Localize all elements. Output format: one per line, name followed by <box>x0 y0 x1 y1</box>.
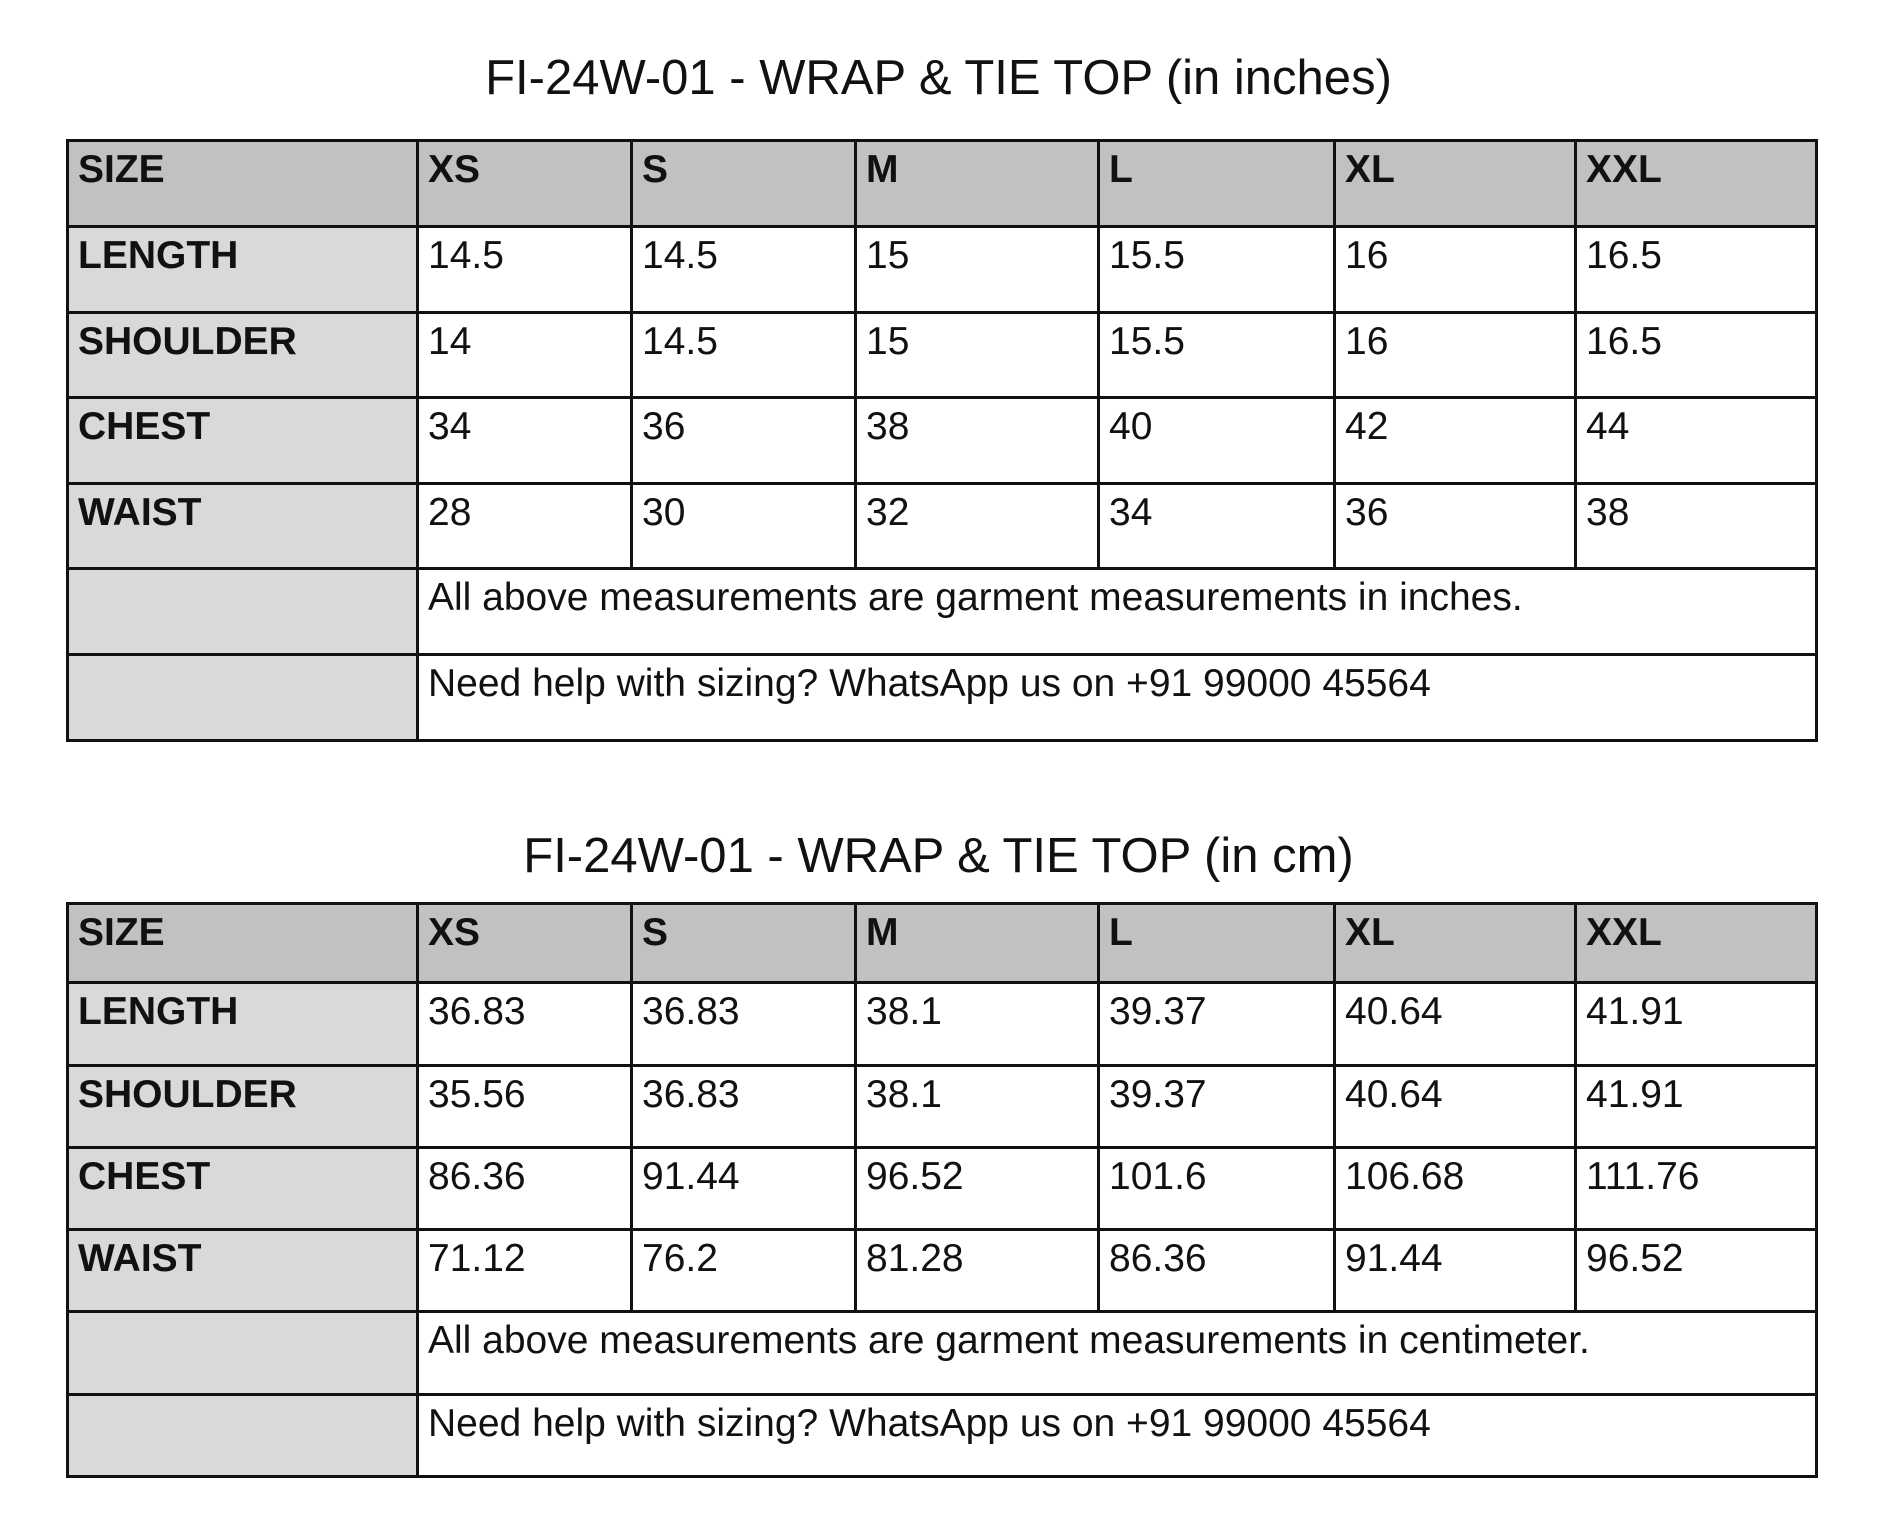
table-row: SHOULDER 14 14.5 15 15.5 16 16.5 <box>66 311 1818 399</box>
table-title-inches: FI-24W-01 - WRAP & TIE TOP (in inches) <box>485 51 1392 105</box>
value-cell: 41.91 <box>1574 981 1818 1067</box>
value-cell: 36 <box>1333 482 1577 570</box>
value-cell: 38.1 <box>854 981 1100 1067</box>
row-label: LENGTH <box>66 981 419 1067</box>
value-cell: 32 <box>854 482 1100 570</box>
value-cell: 30 <box>630 482 857 570</box>
value-cell: 91.44 <box>1333 1228 1577 1313</box>
row-label: SHOULDER <box>66 311 419 399</box>
value-cell: 86.36 <box>1097 1228 1336 1313</box>
value-cell: 44 <box>1574 396 1818 485</box>
header-cell: S <box>630 902 857 984</box>
value-cell: 14 <box>416 311 633 399</box>
row-label: CHEST <box>66 396 419 485</box>
row-label: LENGTH <box>66 225 419 314</box>
row-label: WAIST <box>66 482 419 570</box>
value-cell: 40.64 <box>1333 981 1577 1067</box>
value-cell: 42 <box>1333 396 1577 485</box>
value-cell: 15.5 <box>1097 311 1336 399</box>
value-cell: 15 <box>854 225 1100 314</box>
value-cell: 40 <box>1097 396 1336 485</box>
value-cell: 106.68 <box>1333 1146 1577 1231</box>
value-cell: 71.12 <box>416 1228 633 1313</box>
header-cell: M <box>854 139 1100 228</box>
value-cell: 96.52 <box>1574 1228 1818 1313</box>
note-text: Need help with sizing? WhatsApp us on +9… <box>416 1393 1818 1478</box>
header-cell: XL <box>1333 902 1577 984</box>
value-cell: 101.6 <box>1097 1146 1336 1231</box>
value-cell: 91.44 <box>630 1146 857 1231</box>
value-cell: 34 <box>416 396 633 485</box>
size-chart-inches: SIZE XS S M L XL XXL LENGTH 14.5 14.5 15 15.5 16 16.5… <box>66 139 1818 742</box>
table-row: WAIST 71.12 76.2 81.28 86.36 91.44 96.52 <box>66 1228 1818 1313</box>
table-row: CHEST 34 36 38 40 42 44 <box>66 396 1818 485</box>
row-label: WAIST <box>66 1228 419 1313</box>
value-cell: 14.5 <box>416 225 633 314</box>
size-chart-cm: SIZE XS S M L XL XXL LENGTH 36.83 36.83 38.1 39.37 4… <box>66 902 1818 1478</box>
note-label-empty <box>66 1393 419 1478</box>
header-cell: L <box>1097 902 1336 984</box>
header-cell: SIZE <box>66 139 419 228</box>
note-text: All above measurements are garment measu… <box>416 567 1818 656</box>
value-cell: 39.37 <box>1097 1064 1336 1149</box>
value-cell: 111.76 <box>1574 1146 1818 1231</box>
table-row: LENGTH 14.5 14.5 15 15.5 16 16.5 <box>66 225 1818 314</box>
header-row: SIZE XS S M L XL XXL <box>66 139 1818 228</box>
value-cell: 14.5 <box>630 225 857 314</box>
value-cell: 38.1 <box>854 1064 1100 1149</box>
value-cell: 38 <box>1574 482 1818 570</box>
value-cell: 16.5 <box>1574 225 1818 314</box>
header-cell: XXL <box>1574 902 1818 984</box>
table-title-cm: FI-24W-01 - WRAP & TIE TOP (in cm) <box>523 829 1354 883</box>
row-label: CHEST <box>66 1146 419 1231</box>
value-cell: 16 <box>1333 311 1577 399</box>
value-cell: 38 <box>854 396 1100 485</box>
value-cell: 39.37 <box>1097 981 1336 1067</box>
value-cell: 15.5 <box>1097 225 1336 314</box>
table-row: SHOULDER 35.56 36.83 38.1 39.37 40.64 41.91 <box>66 1064 1818 1149</box>
value-cell: 40.64 <box>1333 1064 1577 1149</box>
value-cell: 96.52 <box>854 1146 1100 1231</box>
note-label-empty <box>66 567 419 656</box>
table-row: CHEST 86.36 91.44 96.52 101.6 106.68 111.76 <box>66 1146 1818 1231</box>
header-cell: XS <box>416 139 633 228</box>
header-cell: XL <box>1333 139 1577 228</box>
note-label-empty <box>66 653 419 742</box>
value-cell: 28 <box>416 482 633 570</box>
value-cell: 76.2 <box>630 1228 857 1313</box>
header-cell: XXL <box>1574 139 1818 228</box>
value-cell: 36 <box>630 396 857 485</box>
note-row: Need help with sizing? WhatsApp us on +9… <box>66 1393 1818 1478</box>
header-cell: XS <box>416 902 633 984</box>
value-cell: 41.91 <box>1574 1064 1818 1149</box>
header-cell: S <box>630 139 857 228</box>
value-cell: 16.5 <box>1574 311 1818 399</box>
header-cell: M <box>854 902 1100 984</box>
row-label: SHOULDER <box>66 1064 419 1149</box>
note-label-empty <box>66 1310 419 1396</box>
note-row: All above measurements are garment measu… <box>66 1310 1818 1396</box>
header-cell: SIZE <box>66 902 419 984</box>
value-cell: 36.83 <box>416 981 633 1067</box>
value-cell: 81.28 <box>854 1228 1100 1313</box>
note-text: Need help with sizing? WhatsApp us on +9… <box>416 653 1818 742</box>
value-cell: 36.83 <box>630 981 857 1067</box>
value-cell: 14.5 <box>630 311 857 399</box>
note-text: All above measurements are garment measu… <box>416 1310 1818 1396</box>
table-row: LENGTH 36.83 36.83 38.1 39.37 40.64 41.91 <box>66 981 1818 1067</box>
value-cell: 86.36 <box>416 1146 633 1231</box>
note-row: Need help with sizing? WhatsApp us on +9… <box>66 653 1818 742</box>
value-cell: 36.83 <box>630 1064 857 1149</box>
table-row: WAIST 28 30 32 34 36 38 <box>66 482 1818 570</box>
value-cell: 34 <box>1097 482 1336 570</box>
value-cell: 15 <box>854 311 1100 399</box>
value-cell: 35.56 <box>416 1064 633 1149</box>
header-cell: L <box>1097 139 1336 228</box>
header-row: SIZE XS S M L XL XXL <box>66 902 1818 984</box>
note-row: All above measurements are garment measu… <box>66 567 1818 656</box>
value-cell: 16 <box>1333 225 1577 314</box>
